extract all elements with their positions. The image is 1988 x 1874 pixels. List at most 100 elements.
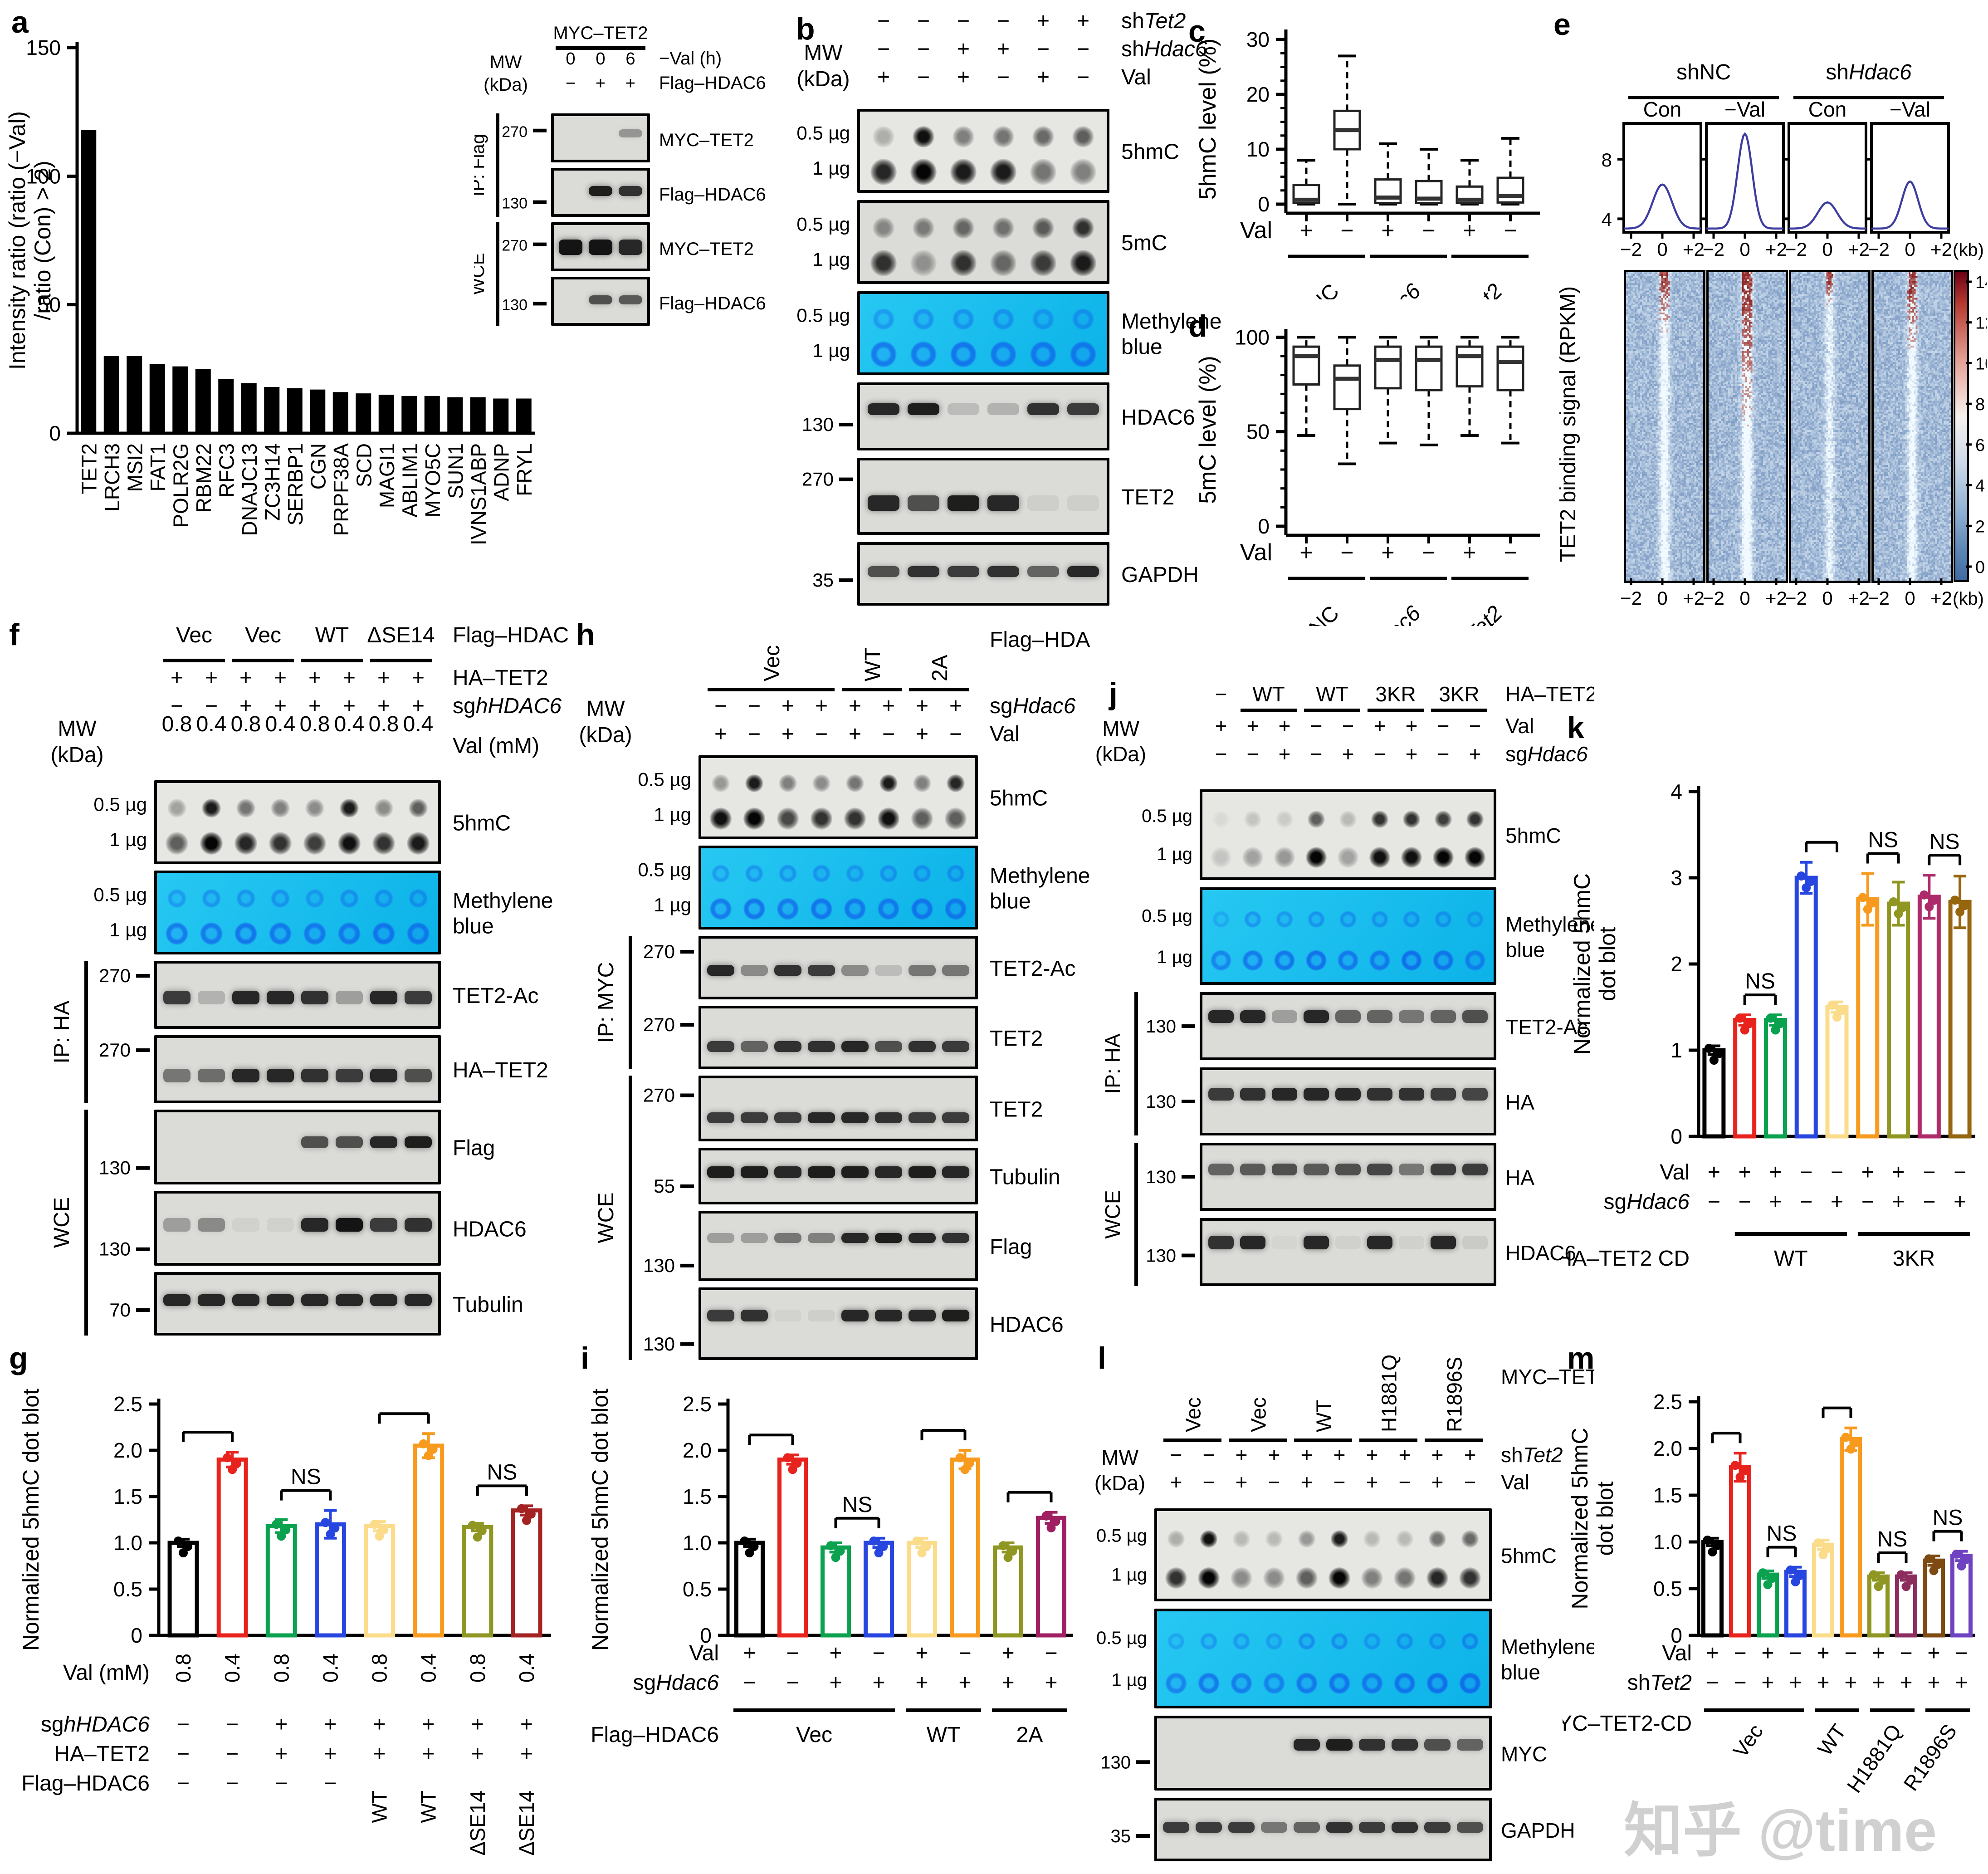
band xyxy=(1326,1821,1353,1833)
blot-blot xyxy=(154,871,441,954)
svg-text:+: + xyxy=(829,1671,842,1695)
svg-text:+: + xyxy=(1001,1641,1014,1665)
band xyxy=(1208,1010,1234,1023)
svg-text:HDAC6: HDAC6 xyxy=(1121,406,1195,430)
svg-text:−: − xyxy=(1422,218,1435,243)
svg-text:270: 270 xyxy=(643,941,675,962)
svg-text:IP: HA: IP: HA xyxy=(50,1001,74,1064)
svg-text:Normalized 5hmC: Normalized 5hmC xyxy=(1567,1428,1592,1609)
dot xyxy=(1200,1632,1218,1650)
svg-text:WT: WT xyxy=(1316,682,1348,706)
band xyxy=(909,1310,936,1321)
svg-text:DNAJC13: DNAJC13 xyxy=(238,443,261,536)
dot xyxy=(1369,846,1391,868)
dot xyxy=(873,308,894,330)
svg-text:+2: +2 xyxy=(1848,587,1870,609)
svg-text:shTet2: shTet2 xyxy=(1445,601,1507,626)
svg-text:130: 130 xyxy=(1146,1017,1176,1037)
band xyxy=(774,965,801,976)
svg-text:0: 0 xyxy=(1258,514,1270,538)
svg-text:ΔSE14: ΔSE14 xyxy=(367,623,435,647)
svg-text:1 µg: 1 µg xyxy=(812,249,850,270)
svg-text:+: + xyxy=(1247,714,1259,738)
svg-text:+: + xyxy=(1831,1190,1843,1214)
dot xyxy=(1371,910,1388,928)
blot-blot xyxy=(1154,1609,1492,1708)
svg-text:H1881Q: H1881Q xyxy=(1377,1355,1401,1432)
svg-text:Flag–HDAC6: Flag–HDAC6 xyxy=(659,73,766,93)
dot xyxy=(910,159,937,186)
band xyxy=(867,566,900,577)
dot xyxy=(1167,1530,1185,1548)
dot xyxy=(913,217,934,239)
svg-text:+: + xyxy=(520,1742,533,1766)
svg-text:NS: NS xyxy=(1933,1506,1963,1530)
band xyxy=(707,1112,734,1123)
band xyxy=(1335,1087,1361,1101)
svg-text:0.4: 0.4 xyxy=(417,1654,440,1683)
dot xyxy=(1308,910,1325,928)
svg-text:0: 0 xyxy=(700,1624,712,1647)
heatmap-2 xyxy=(1789,270,1871,583)
dot xyxy=(1329,1567,1350,1589)
svg-text:+: + xyxy=(1215,714,1227,738)
dot xyxy=(1435,910,1452,928)
band xyxy=(841,1166,869,1178)
svg-text:+: + xyxy=(377,666,390,690)
svg-text:−2: −2 xyxy=(1785,587,1807,609)
svg-text:HA–TET2: HA–TET2 xyxy=(54,1742,150,1766)
svg-text:−: − xyxy=(997,65,1010,89)
band xyxy=(942,1112,969,1123)
hdac6-blot xyxy=(1200,1218,1496,1286)
flag-hdac6-blot xyxy=(551,168,650,217)
svg-text:NS: NS xyxy=(1767,1522,1797,1546)
svg-text:2.0: 2.0 xyxy=(683,1439,712,1462)
dot xyxy=(777,807,799,830)
svg-text:−Val: −Val xyxy=(1890,98,1930,121)
svg-text:10: 10 xyxy=(1246,137,1270,161)
dot xyxy=(1198,1567,1220,1589)
svg-text:12: 12 xyxy=(1975,314,1987,333)
panel-letter-f: f xyxy=(9,617,20,652)
svg-text:NS: NS xyxy=(1745,969,1775,993)
dot xyxy=(1244,910,1261,928)
svg-text:MW: MW xyxy=(1102,717,1139,740)
dot xyxy=(271,798,290,817)
svg-text:100: 100 xyxy=(26,164,61,188)
svg-text:1 µg: 1 µg xyxy=(1157,947,1192,967)
svg-text:IVNS1ABP: IVNS1ABP xyxy=(467,443,490,545)
band xyxy=(774,1041,801,1052)
band xyxy=(907,495,940,511)
svg-text:+: + xyxy=(1469,742,1481,766)
svg-text:+: + xyxy=(1366,1443,1378,1467)
svg-text:+2: +2 xyxy=(1765,587,1787,609)
svg-text:shTet2: shTet2 xyxy=(1501,1443,1563,1467)
dot xyxy=(1210,846,1232,868)
svg-text:−: − xyxy=(226,1713,239,1737)
band xyxy=(707,1233,734,1243)
svg-text:shTet2: shTet2 xyxy=(1121,9,1186,33)
dot xyxy=(952,308,974,330)
band xyxy=(942,1233,969,1243)
svg-text:0.4: 0.4 xyxy=(196,712,227,736)
svg-text:+: + xyxy=(274,694,287,718)
svg-text:35: 35 xyxy=(1111,1826,1131,1846)
svg-text:2.5: 2.5 xyxy=(113,1392,142,1416)
svg-text:6: 6 xyxy=(625,49,635,69)
svg-text:−: − xyxy=(1789,1641,1802,1665)
dot xyxy=(1461,1632,1479,1650)
band xyxy=(1240,1010,1265,1023)
dot xyxy=(1298,1632,1316,1650)
svg-text:5hmC: 5hmC xyxy=(1505,824,1561,847)
band xyxy=(1424,1738,1451,1751)
svg-text:Flag–HDAC6: Flag–HDAC6 xyxy=(659,185,766,205)
svg-text:(kb): (kb) xyxy=(1953,240,1984,260)
svg-text:HA: HA xyxy=(1505,1166,1534,1189)
svg-text:−: − xyxy=(877,37,890,61)
band xyxy=(841,1310,869,1321)
svg-text:+: + xyxy=(1431,1470,1444,1494)
5hmc-blot xyxy=(698,755,978,839)
svg-text:+: + xyxy=(958,1671,971,1695)
svg-text:0: 0 xyxy=(566,49,575,69)
band xyxy=(1272,1163,1297,1175)
